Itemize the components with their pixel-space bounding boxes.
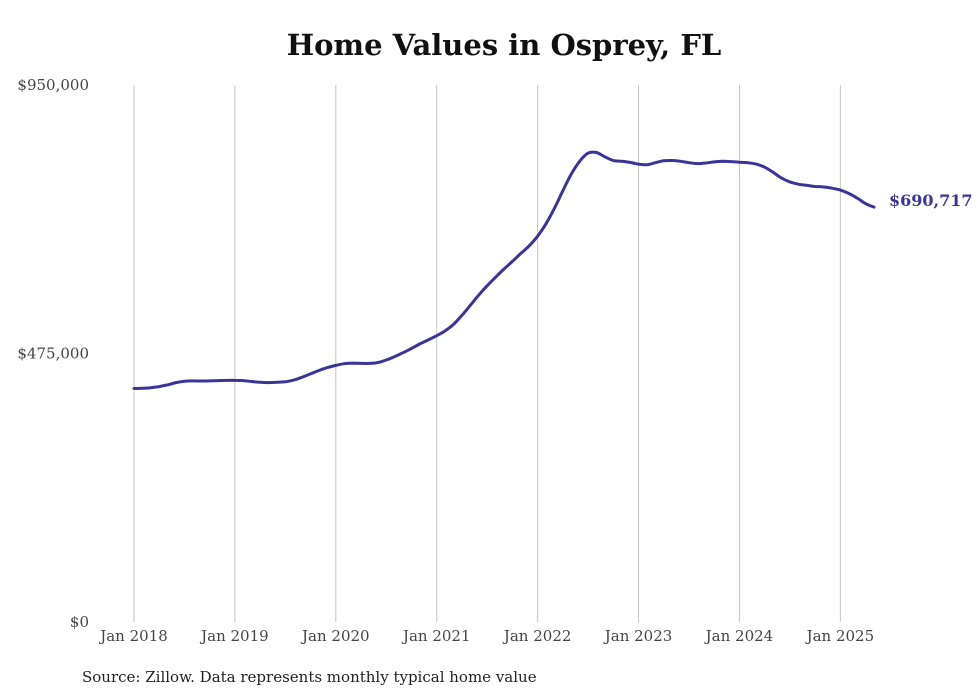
chart-title: Home Values in Osprey, FL — [286, 28, 722, 62]
x-tick-label: Jan 2019 — [199, 627, 269, 645]
home-value-line — [132, 150, 876, 390]
y-tick-label: $950,000 — [17, 76, 89, 94]
latest-value-label: $690,717 — [889, 191, 973, 210]
x-tick-label: Jan 2025 — [805, 627, 875, 645]
y-axis-tick-labels: $0 $475,000 $950,000 — [17, 76, 89, 631]
x-tick-label: Jan 2018 — [98, 627, 168, 645]
x-tick-label: Jan 2024 — [704, 627, 774, 645]
x-tick-label: Jan 2022 — [502, 627, 572, 645]
y-tick-label: $475,000 — [17, 345, 89, 363]
x-tick-label: Jan 2023 — [603, 627, 673, 645]
y-tick-label: $0 — [70, 613, 89, 631]
grid-lines — [133, 85, 841, 622]
x-axis-tick-labels: Jan 2018 Jan 2019 Jan 2020 Jan 2021 Jan 2022… — [98, 627, 874, 645]
source-note: Source: Zillow. Data represents monthly … — [82, 668, 537, 686]
x-tick-label: Jan 2021 — [401, 627, 471, 645]
x-tick-label: Jan 2020 — [300, 627, 370, 645]
